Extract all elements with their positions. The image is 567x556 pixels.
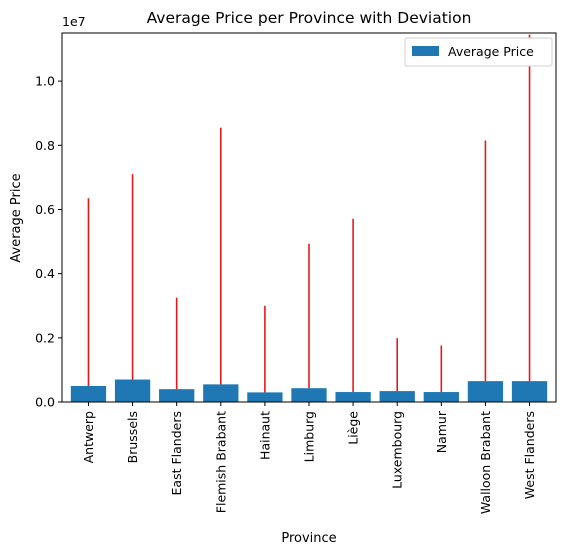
x-tick-label: Brussels: [125, 411, 140, 463]
x-tick-label: Limburg: [302, 411, 317, 462]
bar: [291, 388, 327, 402]
legend-box: [404, 37, 553, 67]
y-axis-label: Average Price: [9, 173, 24, 262]
bar: [70, 385, 107, 402]
x-tick-label: Flemish Brabant: [213, 411, 228, 513]
x-tick-label: West Flanders: [522, 411, 537, 499]
bar: [511, 381, 548, 402]
bar: [159, 389, 195, 402]
plot-area: 0.0 0.2 0.4 0.6 0.8 1.0 Antwerp Brussels East Fl…: [35, 32, 557, 514]
bar: [335, 392, 371, 402]
x-tick-label: Liège: [346, 411, 361, 445]
legend: Average Price: [404, 37, 553, 67]
x-tick-label: Luxembourg: [390, 411, 405, 489]
y-tick-label: 0.2: [35, 330, 55, 345]
legend-label: Average Price: [448, 44, 534, 59]
bar: [467, 381, 504, 402]
x-tick-label: Walloon Brabant: [478, 411, 493, 514]
x-tick-label: Namur: [434, 410, 449, 453]
x-axis-label: Province: [281, 531, 336, 546]
x-tick-label: Antwerp: [81, 411, 96, 463]
y-tick-label: 0.6: [35, 202, 55, 217]
y-tick-label: 0.4: [35, 266, 55, 281]
bar: [379, 391, 415, 402]
chart-title: Average Price per Province with Deviatio…: [147, 9, 472, 27]
bar: [114, 379, 151, 402]
x-tick-label: Hainaut: [257, 411, 272, 460]
x-tick-label: East Flanders: [169, 411, 184, 495]
y-axis-scale-label: 1e7: [62, 14, 86, 29]
bar: [247, 392, 283, 402]
legend-swatch: [412, 46, 439, 56]
y-tick-label: 0.0: [35, 395, 55, 410]
bar: [423, 392, 459, 402]
y-tick-label: 1.0: [35, 74, 55, 89]
bar: [203, 384, 239, 402]
y-tick-label: 0.8: [35, 138, 55, 153]
